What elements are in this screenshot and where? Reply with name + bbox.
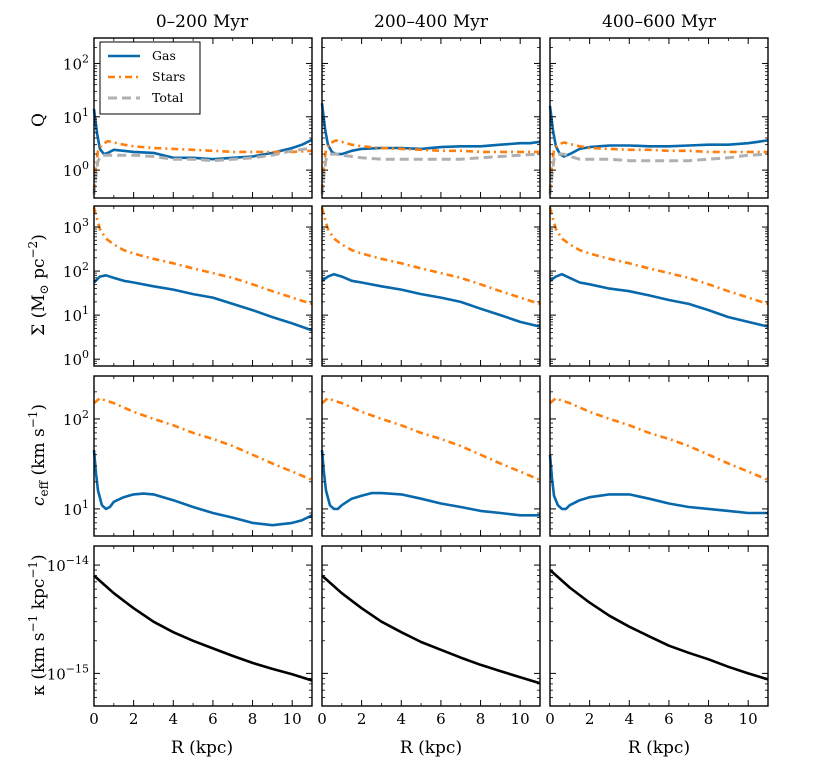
y-tick-label: 102: [63, 260, 89, 281]
series-line-stars: [93, 396, 313, 482]
legend-label-total: Total: [152, 90, 183, 105]
legend-label-gas: Gas: [152, 48, 176, 63]
y-tick-label: 100: [63, 348, 89, 369]
panel-r0-c0: 100 101 102: [63, 37, 313, 199]
series-line-gas: [320, 449, 540, 517]
panel-r2-c1: [320, 375, 541, 537]
series-line-stars: [548, 207, 769, 306]
x-tick-label: 2: [357, 710, 367, 728]
y-tick-label: 100: [63, 159, 89, 180]
series-line-gas: [321, 272, 541, 328]
x-tick-label: 6: [208, 710, 218, 728]
series-line-gas: [92, 449, 313, 527]
series-line-stars: [92, 139, 313, 192]
panel-frame: [549, 37, 769, 199]
y-tick-label: 101: [63, 498, 89, 519]
panel-r1-c0: 100 101 102 103: [63, 205, 313, 369]
y-tick-label: 101: [63, 304, 89, 325]
series-line-stars: [320, 207, 541, 306]
x-tick-label: 6: [664, 710, 674, 728]
y-tick-label: 101: [63, 106, 89, 127]
series-line-gas: [93, 273, 313, 332]
ylabel-row-kappa: κ (km s−1 kpc−1): [26, 554, 49, 695]
column-title-2: 400–600 Myr: [602, 12, 717, 32]
x-tick-label: 0: [545, 710, 555, 728]
legend-label-stars: Stars: [152, 69, 185, 84]
x-tick-label: 10: [511, 710, 530, 728]
y-tick-label: 10−15: [47, 662, 89, 683]
x-tick-label: 0: [317, 710, 327, 728]
x-tick-label: 8: [704, 710, 714, 728]
ylabel-row-ceff: ceff (km s−1): [26, 404, 51, 506]
xlabel-col-1: R (kpc): [400, 738, 462, 758]
panel-r2-c0: 101 102: [63, 375, 313, 537]
panel-frame: [93, 205, 313, 367]
series-line-kappa: [321, 574, 541, 685]
series-line-gas: [548, 454, 768, 515]
y-tick-label: 103: [63, 216, 89, 237]
series-line-kappa: [93, 574, 313, 682]
panel-r2-c2: [548, 375, 769, 537]
panel-frame: [93, 37, 313, 199]
xlabel-col-0: R (kpc): [171, 738, 233, 758]
x-tick-label: 6: [436, 710, 446, 728]
series-line-total: [548, 152, 769, 195]
series-line-stars: [548, 141, 768, 192]
series-line-stars: [549, 396, 769, 482]
x-tick-label: 0: [89, 710, 99, 728]
panel-frame: [549, 375, 769, 537]
panel-frame: [549, 545, 769, 707]
x-tick-label: 8: [248, 710, 258, 728]
panel-frame: [321, 205, 541, 367]
x-tick-label: 4: [396, 710, 406, 728]
panel-r0-c2: [548, 37, 769, 199]
y-tick-label: 102: [63, 408, 89, 429]
series-line-stars: [321, 396, 541, 482]
y-tick-label: 10−14: [47, 554, 89, 575]
x-tick-label: 4: [168, 710, 178, 728]
xlabel-col-2: R (kpc): [628, 738, 690, 758]
column-title-0: 0–200 Myr: [156, 12, 249, 32]
panel-r3-c2: 0 2 4 6 8 10: [545, 545, 769, 728]
legend: Gas Stars Total: [99, 41, 201, 115]
series-line-gas: [549, 272, 769, 328]
x-tick-label: 4: [624, 710, 634, 728]
panel-frame: [93, 375, 313, 537]
panel-r1-c1: [320, 205, 541, 367]
x-tick-label: 8: [476, 710, 486, 728]
panel-frame: [93, 545, 313, 707]
panel-frame: [321, 37, 541, 199]
ylabel-row-sigma: Σ (M⊙ pc−2): [26, 234, 51, 336]
series-line-gas: [320, 103, 541, 156]
series-line-total: [320, 152, 541, 195]
legend-box: [99, 41, 201, 115]
panel-r3-c0: 0 2 4 6 8 10 10−15 10−14: [47, 545, 313, 728]
panel-r1-c2: [548, 205, 769, 367]
panel-r3-c1: 0 2 4 6 8 10: [317, 545, 541, 728]
panel-frame: [321, 375, 541, 537]
series-line-kappa: [549, 569, 769, 681]
panel-frame: [321, 545, 541, 707]
panel-frame: [549, 205, 769, 367]
series-line-gas: [548, 105, 769, 158]
panel-r0-c1: [320, 37, 541, 199]
y-tick-label: 102: [63, 52, 89, 73]
series-line-total: [92, 146, 313, 195]
series-line-stars: [92, 207, 313, 306]
x-tick-label: 10: [739, 710, 758, 728]
column-title-1: 200–400 Myr: [374, 12, 489, 32]
series-line-stars: [320, 139, 540, 192]
x-tick-label: 2: [585, 710, 595, 728]
x-tick-label: 10: [283, 710, 302, 728]
ylabel-row-q: Q: [29, 113, 49, 127]
x-tick-label: 2: [129, 710, 139, 728]
